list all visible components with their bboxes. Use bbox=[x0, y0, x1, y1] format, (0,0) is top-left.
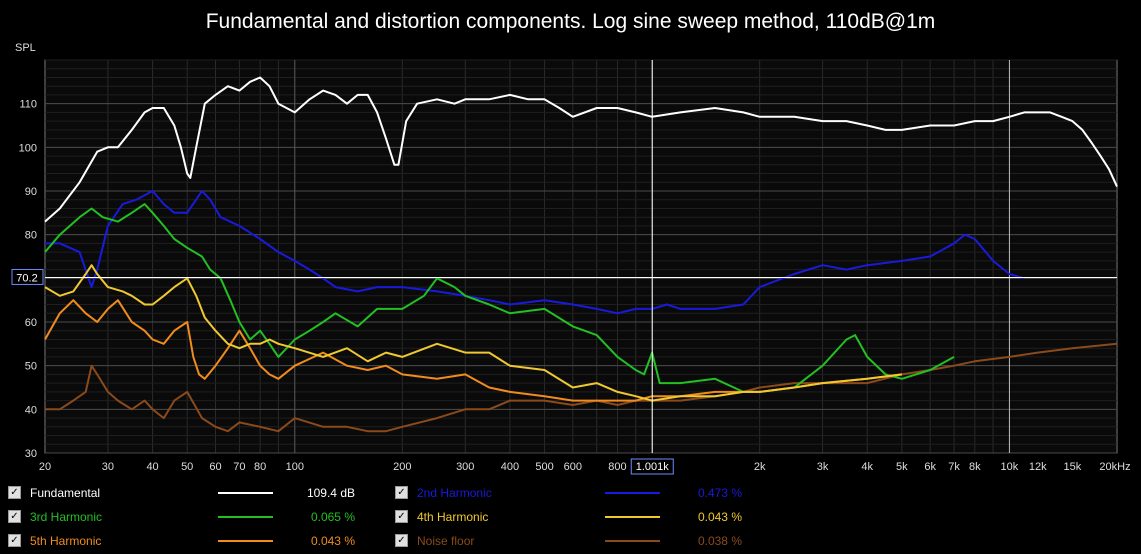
cursor-x-label: 1.001k bbox=[636, 461, 670, 473]
x-tick-label: 2k bbox=[754, 461, 766, 473]
y-tick-label: 40 bbox=[25, 404, 37, 416]
x-tick-label: 10k bbox=[1001, 461, 1019, 473]
x-tick-label: 800 bbox=[608, 461, 626, 473]
x-tick-label: 400 bbox=[501, 461, 519, 473]
plot-area bbox=[44, 59, 1118, 454]
cursor-y-label: 70.2 bbox=[16, 272, 37, 284]
y-axis-label: SPL bbox=[15, 42, 36, 54]
legend-row: ✓ Fundamental 109.4 dB ✓ 2nd Harmonic 0.473 % bbox=[0, 480, 1141, 504]
cursor-y-label-box bbox=[11, 268, 44, 285]
x-tick-label: 15k bbox=[1063, 461, 1081, 473]
legend-checkbox-5th-harmonic[interactable]: ✓ bbox=[8, 534, 21, 547]
y-tick-label: 30 bbox=[25, 448, 37, 460]
y-tick-label: 100 bbox=[19, 142, 37, 154]
y-tick-label: 110 bbox=[19, 99, 37, 111]
x-tick-label: 30 bbox=[102, 461, 114, 473]
x-tick-label: 5k bbox=[896, 461, 908, 473]
legend-checkbox-3rd-harmonic[interactable]: ✓ bbox=[8, 510, 21, 523]
legend-value: 0.065 % bbox=[310, 510, 355, 524]
x-tick-label: 100 bbox=[286, 461, 304, 473]
legend-label: 2nd Harmonic bbox=[417, 486, 492, 500]
legend-label: Fundamental bbox=[30, 486, 101, 500]
legend-checkbox-fundamental[interactable]: ✓ bbox=[8, 486, 21, 499]
legend-value: 0.043 % bbox=[310, 534, 355, 548]
legend: ✓ Fundamental 109.4 dB ✓ 2nd Harmonic 0.473 %… bbox=[0, 478, 1141, 554]
series-line-4th-harmonic bbox=[44, 264, 903, 402]
cursor-x-label-box bbox=[630, 458, 674, 475]
x-tick-label: 500 bbox=[535, 461, 553, 473]
y-tick-label: 90 bbox=[25, 186, 37, 198]
series-line-2nd-harmonic bbox=[45, 190, 1025, 315]
series-line-noise-floor bbox=[45, 342, 1118, 433]
x-tick-label: 12k bbox=[1029, 461, 1047, 473]
x-tick-label: 20 bbox=[39, 461, 51, 473]
legend-label: 4th Harmonic bbox=[417, 510, 489, 524]
x-tick-label: 50 bbox=[181, 461, 193, 473]
legend-label: 5th Harmonic bbox=[30, 534, 102, 548]
legend-swatch-line bbox=[605, 516, 660, 518]
y-tick-label: 60 bbox=[25, 317, 37, 329]
legend-value: 109.4 dB bbox=[306, 486, 355, 500]
x-tick-label: 20kHz bbox=[1099, 461, 1130, 473]
series-line-fundamental bbox=[44, 76, 1118, 223]
x-tick-label: 8k bbox=[969, 461, 981, 473]
x-tick-label: 40 bbox=[146, 461, 158, 473]
legend-checkbox-4th-harmonic[interactable]: ✓ bbox=[395, 510, 408, 523]
legend-value: 0.038 % bbox=[697, 534, 742, 548]
legend-swatch-line bbox=[605, 540, 660, 542]
legend-value: 0.473 % bbox=[697, 486, 742, 500]
x-tick-label: 300 bbox=[456, 461, 474, 473]
x-tick-label: 6k bbox=[924, 461, 936, 473]
legend-row: ✓ 5th Harmonic 0.043 % ✓ Noise floor 0.038 % bbox=[0, 528, 1141, 552]
chart-title: Fundamental and distortion components. L… bbox=[205, 10, 936, 33]
x-tick-label: 200 bbox=[393, 461, 411, 473]
x-tick-label: 7k bbox=[948, 461, 960, 473]
legend-label: 3rd Harmonic bbox=[30, 510, 103, 524]
x-tick-label: 3k bbox=[817, 461, 829, 473]
x-tick-label: 600 bbox=[564, 461, 582, 473]
legend-swatch-line bbox=[218, 516, 273, 518]
series-line-5th-harmonic bbox=[44, 299, 903, 402]
chart-plot[interactable]: 3040506070809010011020304050607080100200… bbox=[0, 0, 1141, 478]
x-tick-label: 80 bbox=[254, 461, 266, 473]
y-tick-label: 80 bbox=[25, 230, 37, 242]
x-tick-label: 4k bbox=[861, 461, 873, 473]
legend-row: ✓ 3rd Harmonic 0.065 % ✓ 4th Harmonic 0.043 % bbox=[0, 504, 1141, 528]
legend-checkbox-noise-floor[interactable]: ✓ bbox=[395, 534, 408, 547]
legend-label: Noise floor bbox=[417, 534, 475, 548]
legend-value: 0.043 % bbox=[697, 510, 742, 524]
legend-swatch-line bbox=[218, 492, 273, 494]
x-tick-label: 60 bbox=[209, 461, 221, 473]
y-tick-label: 50 bbox=[25, 361, 37, 373]
legend-swatch-line bbox=[605, 492, 660, 494]
legend-swatch-line bbox=[218, 540, 273, 542]
x-tick-label: 70 bbox=[233, 461, 245, 473]
legend-checkbox-2nd-harmonic[interactable]: ✓ bbox=[395, 486, 408, 499]
